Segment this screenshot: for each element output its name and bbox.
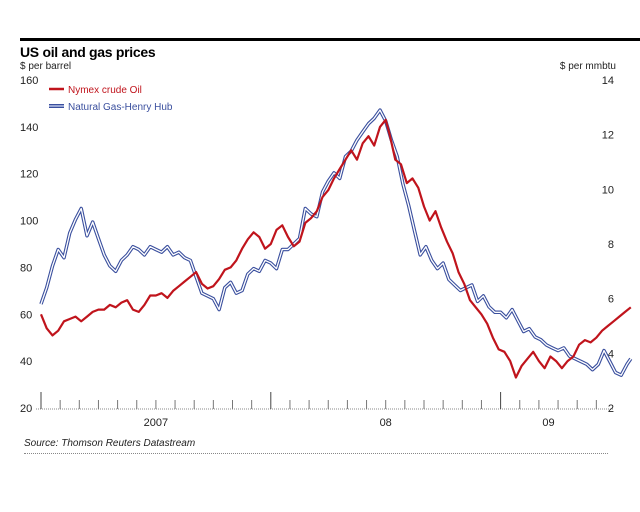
series-line-crude-oil	[39, 118, 632, 379]
title-rule	[20, 38, 640, 41]
source-note: Source: Thomson Reuters Datastream	[24, 438, 196, 449]
series-line-natural-gas-outer	[39, 108, 633, 377]
chart-title: US oil and gas prices	[20, 44, 156, 60]
y-left-tick-label: 120	[20, 169, 38, 181]
y-left-tick-label: 20	[20, 403, 32, 415]
y-axis-label-right: $ per mmbtu	[559, 61, 616, 72]
source-divider	[24, 453, 608, 454]
y-right-tick-label: 10	[602, 184, 614, 196]
y-left-tick-label: 80	[20, 262, 32, 274]
y-left-tick-label: 100	[20, 216, 38, 228]
y-left-tick-label: 160	[20, 75, 38, 87]
y-right-tick-label: 14	[602, 75, 614, 87]
y-right-tick-label: 12	[602, 130, 614, 142]
axes: 2007 08 09 20 40 60 80 100 120 140 160 2 4 6 8 10 12 14	[20, 75, 614, 429]
x-tick-label: 2007	[144, 417, 168, 429]
x-tick-label: 08	[380, 417, 392, 429]
x-tick-label: 09	[542, 417, 554, 429]
legend-label-oil: Nymex crude Oil	[68, 85, 142, 96]
y-right-tick-label: 2	[608, 403, 614, 415]
legend-label-gas: Natural Gas-Henry Hub	[68, 102, 173, 113]
y-left-tick-label: 40	[20, 356, 32, 368]
series-line-natural-gas-inner	[40, 109, 632, 376]
y-left-tick-label: 140	[20, 122, 38, 134]
series-lines	[39, 108, 633, 379]
y-right-tick-label: 4	[608, 348, 614, 360]
y-right-tick-label: 6	[608, 294, 614, 306]
y-right-tick-label: 8	[608, 239, 614, 251]
y-axis-label-left: $ per barrel	[20, 61, 72, 72]
legend: Nymex crude Oil Natural Gas-Henry Hub	[49, 85, 173, 113]
y-left-tick-label: 60	[20, 309, 32, 321]
